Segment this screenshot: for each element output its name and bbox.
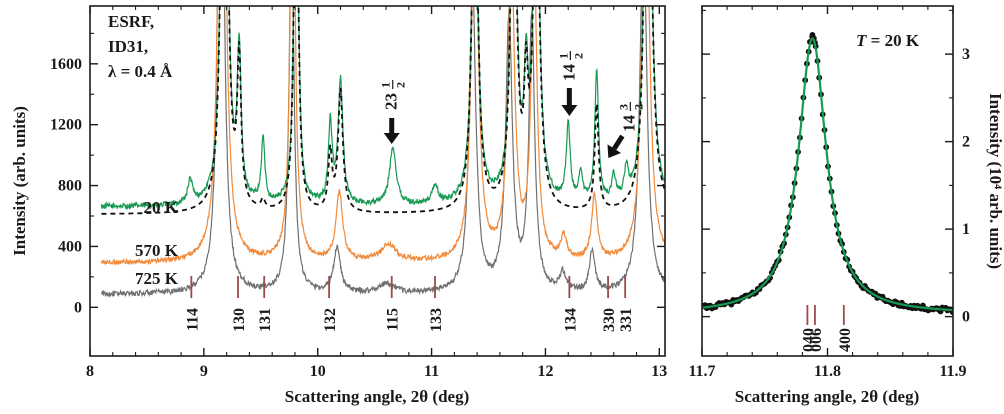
- x-tick-label: 9: [200, 363, 208, 380]
- x-tick-label: 11.7: [688, 363, 715, 380]
- svg-text:14: 14: [619, 115, 638, 133]
- y-tick-label: 2: [962, 134, 970, 151]
- y-tick-label: 0: [74, 299, 82, 316]
- y-tick-label: 400: [58, 238, 82, 255]
- arrow-shaft: [612, 134, 625, 151]
- reflection-label-132: 132: [322, 308, 339, 332]
- left-series-labels: 20 K 570 K 725 K: [135, 198, 179, 288]
- x-tick-label: 11.9: [939, 363, 966, 380]
- left-x-axis-title: Scattering angle, 2θ (deg): [285, 387, 470, 406]
- left-y-axis-title: Intensity (arb. units): [10, 106, 29, 256]
- svg-text:2: 2: [394, 82, 408, 88]
- x-tick-label: 12: [537, 363, 553, 380]
- superlattice-label: 14 1 2: [556, 51, 585, 81]
- series-label-725k: 725 K: [135, 269, 179, 288]
- svg-text:1: 1: [556, 53, 570, 59]
- right-x-axis-title: Scattering angle, 2θ (deg): [735, 387, 920, 406]
- left-reflection-ticks: 114 130 131 132 115 133 134 330 331: [184, 276, 635, 332]
- reflection-label-131: 131: [257, 308, 274, 332]
- left-x-ticks: 8 9 10 11 12 13: [86, 6, 667, 380]
- left-y-ticks: 0 400 800 1200 1600: [50, 32, 665, 316]
- reflection-label-040: 040: [800, 328, 817, 352]
- svg-text:14: 14: [559, 64, 578, 82]
- reflection-label-115: 115: [385, 308, 402, 331]
- right-y-axis-title: Intensity (10⁴ arb. units): [986, 93, 1004, 269]
- y-tick-label: 1600: [50, 56, 82, 73]
- instrument-label-line1: ESRF,: [108, 12, 154, 31]
- y-tick-label: 3: [962, 46, 970, 63]
- reflection-label-331: 331: [618, 308, 635, 332]
- superlattice-label: 23 1 2: [379, 80, 408, 110]
- arrow-head: [383, 133, 400, 144]
- x-tick-label: 8: [86, 363, 94, 380]
- trace-20k: [100, 6, 665, 211]
- data-point: [809, 31, 816, 38]
- x-tick-label: 13: [651, 363, 667, 380]
- reflection-label-330: 330: [601, 308, 618, 332]
- left-traces: [100, 6, 665, 298]
- y-tick-label: 800: [58, 178, 82, 195]
- series-label-20k: 20 K: [144, 198, 179, 217]
- left-plot-frame: [89, 5, 666, 357]
- instrument-label-line2: ID31,: [108, 37, 148, 56]
- reflection-label-134: 134: [562, 308, 579, 332]
- x-tick-label: 11.8: [814, 363, 841, 380]
- svg-text:1: 1: [379, 82, 393, 88]
- trace-dashed-reference: [101, 6, 665, 215]
- x-tick-label: 10: [310, 363, 326, 380]
- reflection-label-133: 133: [428, 308, 445, 332]
- series-label-570k: 570 K: [135, 241, 179, 260]
- fit-line: [702, 37, 953, 312]
- reflection-label-006: 006: [808, 328, 825, 352]
- y-tick-label: 0: [962, 309, 970, 326]
- temperature-label: T = 20 K: [856, 31, 920, 50]
- reflection-label-114: 114: [184, 308, 201, 331]
- arrow-head: [561, 105, 578, 116]
- right-x-ticks: 11.7 11.8 11.9: [688, 6, 967, 380]
- reflection-label-400: 400: [837, 328, 854, 352]
- svg-text:23: 23: [382, 93, 401, 110]
- arrow-head: [607, 144, 622, 158]
- right-y-ticks: 0 1 2 3: [702, 9, 970, 326]
- y-tick-label: 1200: [50, 117, 82, 134]
- y-tick-label: 1: [962, 221, 970, 238]
- svg-text:3: 3: [616, 104, 630, 110]
- x-tick-label: 11: [424, 363, 439, 380]
- trace-570k: [100, 6, 665, 266]
- trace-725k: [100, 6, 665, 298]
- svg-text:2: 2: [571, 53, 585, 59]
- reflection-label-130: 130: [231, 308, 248, 332]
- superlattice-label: 14 3 2: [616, 102, 645, 132]
- wavelength-label: λ = 0.4 Å: [108, 62, 173, 81]
- svg-text:2: 2: [631, 104, 645, 110]
- right-data-points: [702, 31, 953, 316]
